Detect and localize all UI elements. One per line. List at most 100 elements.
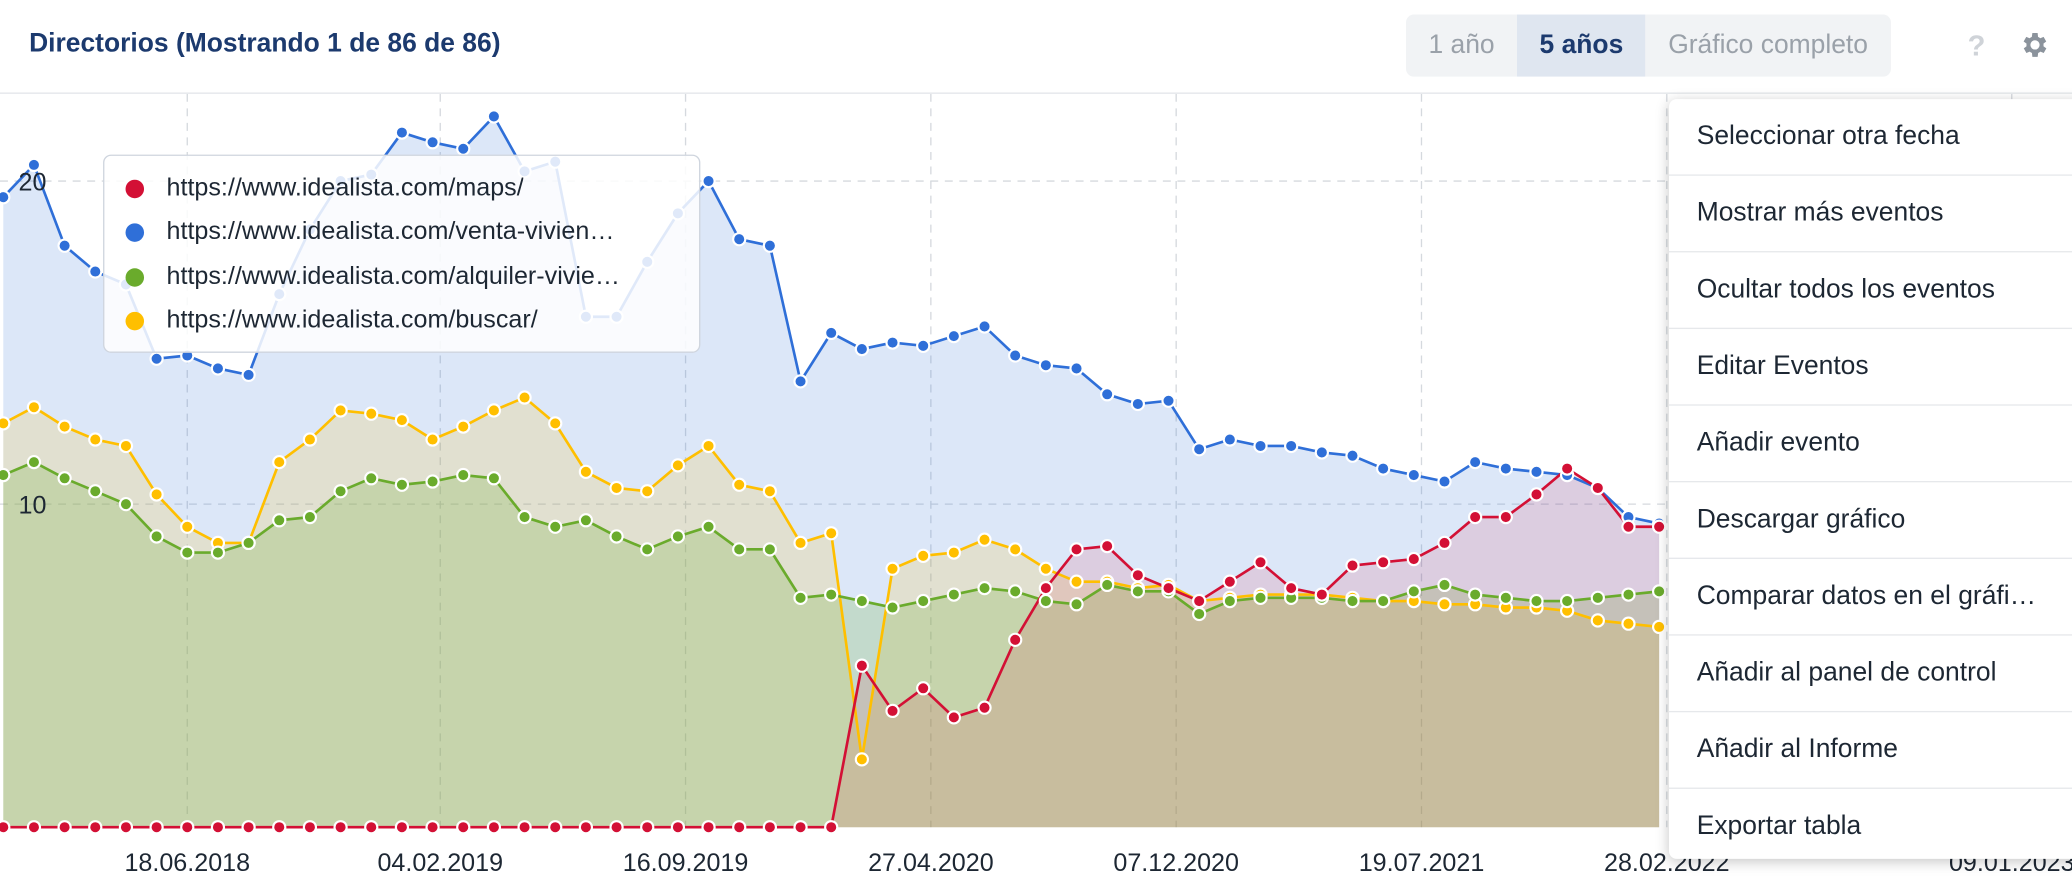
marker [1038,580,1053,596]
marker [548,416,563,431]
marker [946,710,962,725]
marker [364,820,379,835]
menu-item[interactable]: Añadir al panel de control [1668,636,2072,713]
marker [1192,593,1207,609]
marker [1130,568,1145,583]
legend-item[interactable]: https://www.idealista.com/alquiler-vivie… [104,258,685,295]
marker [670,458,686,473]
marker [793,374,808,389]
legend-item[interactable]: https://www.idealista.com/buscar/ [104,302,685,339]
marker [1130,396,1145,412]
menu-item[interactable]: Añadir al Informe [1668,712,2072,789]
marker [1621,519,1636,534]
marker [1100,387,1115,402]
settings-icon[interactable] [2019,29,2051,61]
context-menu: Seleccionar otra fecha Mostrar más evento… [1668,99,2072,859]
marker [1253,438,1268,454]
marker [118,496,134,512]
help-icon[interactable]: ? [1967,29,1986,63]
marker [302,820,318,835]
marker [1529,593,1544,609]
marker [1498,509,1513,525]
marker [425,135,440,150]
marker [1038,593,1053,609]
menu-item[interactable]: Seleccionar otra fecha [1668,99,2072,176]
marker [333,820,348,835]
marker [1345,558,1360,573]
marker [1376,555,1391,570]
marker [456,467,471,483]
legend-dot [125,267,145,287]
marker [885,703,900,719]
marker [732,542,747,557]
legend-item[interactable]: https://www.idealista.com/maps/ [104,170,685,207]
marker [1406,467,1421,483]
marker [149,487,164,502]
marker [548,519,563,534]
marker [118,820,134,835]
y-tick-label: 20 [19,168,47,196]
marker [854,658,870,673]
marker [670,529,686,544]
marker [241,367,256,383]
range-buttons: 1 año 5 años Gráfico completo [1406,14,1891,77]
marker [762,484,778,499]
marker [210,361,226,376]
marker [1038,358,1053,373]
marker [88,820,103,835]
marker [732,232,747,247]
area [3,397,1660,828]
marker [364,471,379,486]
marker [885,561,900,576]
marker [57,238,72,253]
marker [701,438,716,454]
marker [149,351,164,366]
marker [394,125,410,140]
marker [1222,432,1237,447]
legend-item[interactable]: https://www.idealista.com/venta-vivien… [104,214,685,251]
marker [0,467,11,483]
marker [701,173,716,189]
marker [456,419,471,434]
marker [824,820,839,835]
marker [26,400,42,415]
menu-item[interactable]: Editar Eventos [1668,329,2072,406]
marker [762,238,778,253]
marker [486,109,502,124]
menu-item[interactable]: Comparar datos en el gráfi… [1668,559,2072,636]
marker [701,519,716,534]
legend: https://www.idealista.com/maps/https://w… [103,154,701,353]
marker [916,681,931,696]
marker [1376,593,1391,609]
marker [88,484,103,499]
menu-item[interactable]: Exportar tabla [1696,811,1862,841]
marker [180,545,195,560]
marker [1192,442,1207,457]
marker [394,477,410,492]
marker [57,820,72,835]
legend-text: https://www.idealista.com/alquiler-vivie… [166,262,620,291]
menu-item[interactable]: Añadir evento [1668,406,2072,483]
marker [333,484,348,499]
x-tick-label: 19.07.2021 [1359,849,1485,877]
marker [241,820,256,835]
x-tick-label: 16.09.2019 [623,849,749,877]
marker [118,438,134,454]
marker [486,403,502,418]
marker [0,416,11,431]
marker [1437,474,1452,489]
range-button[interactable]: 5 años [1517,14,1646,77]
marker [916,593,931,609]
marker [1468,509,1483,525]
menu-item[interactable]: Ocultar todos los eventos [1668,252,2072,330]
range-button[interactable]: 1 año [1428,30,1495,60]
marker [394,412,410,428]
menu-item[interactable]: Descargar gráfico [1668,482,2072,559]
marker [394,820,410,835]
marker [1069,574,1084,589]
marker [793,535,808,551]
marker [1130,584,1145,599]
menu-item[interactable]: Mostrar más eventos [1668,176,2072,253]
range-button[interactable]: Gráfico completo [1668,30,1868,60]
marker [793,590,808,605]
